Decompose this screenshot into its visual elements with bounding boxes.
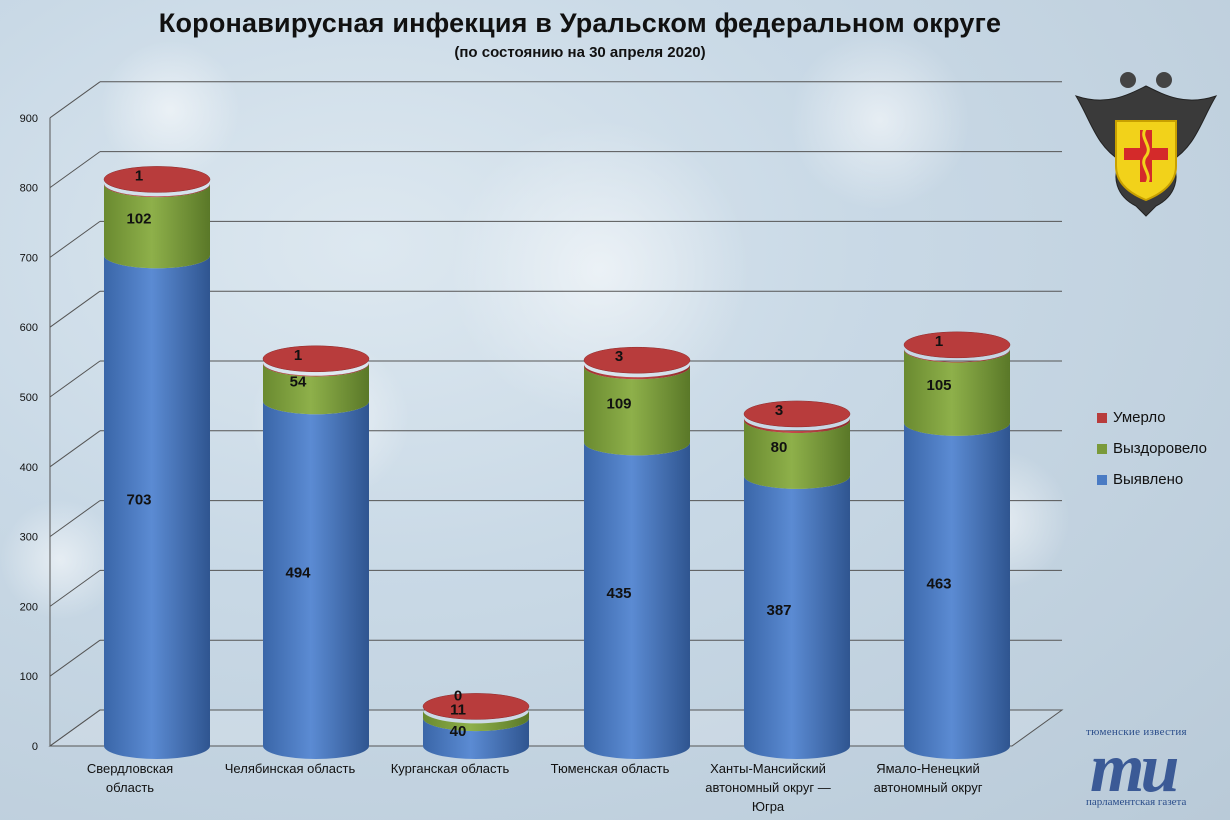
bar-segment-recovered bbox=[584, 366, 690, 456]
logo-bottom-text: парламентская газета bbox=[1086, 796, 1187, 808]
bar-top-cap bbox=[422, 693, 530, 720]
gridline-depth bbox=[49, 639, 101, 677]
x-tick-label-line: Ханты-Мансийский bbox=[710, 761, 826, 776]
bar-top-cap bbox=[262, 345, 370, 373]
x-tick-label: Тюменская область bbox=[535, 759, 685, 778]
gridline-depth bbox=[49, 290, 101, 328]
y-tick-label: 500 bbox=[20, 392, 38, 404]
x-tick-label-line: автономный округ bbox=[873, 780, 983, 795]
legend-label-died: Умерло bbox=[1113, 409, 1166, 426]
data-label-recovered: 102 bbox=[126, 211, 151, 228]
data-label-detected: 387 bbox=[766, 602, 791, 619]
bars bbox=[103, 166, 1011, 759]
bar-segment-recovered bbox=[423, 710, 529, 732]
chart-subtitle: (по состоянию на 30 апреля 2020) bbox=[454, 44, 706, 61]
x-tick-label: Ханты-Мансийский автономный округ — Югра bbox=[693, 759, 843, 816]
gridline-depth bbox=[49, 360, 101, 398]
legend-item-died: Умерло bbox=[1097, 402, 1207, 433]
x-tick-label-line: Курганская область bbox=[390, 761, 510, 776]
data-label-recovered: 11 bbox=[450, 701, 466, 718]
gridline-depth bbox=[49, 151, 101, 189]
x-tick-label: Курганская область bbox=[375, 759, 525, 778]
gridline-depth bbox=[49, 81, 101, 119]
x-tick-label: Ямало-Ненецкий автономный округ bbox=[853, 759, 1003, 797]
rospotrebnadzor-emblem-icon bbox=[1074, 72, 1218, 217]
y-tick-label: 0 bbox=[32, 741, 38, 753]
legend-label-detected: Выявлено bbox=[1113, 471, 1184, 488]
y-tick-label: 700 bbox=[20, 252, 38, 264]
gridline-depth bbox=[49, 430, 101, 468]
logo-mark: ти bbox=[1090, 730, 1179, 807]
bar-segment-recovered bbox=[744, 420, 850, 489]
bar-top-cap bbox=[743, 400, 851, 428]
x-tick-label-line: Челябинская область bbox=[224, 761, 356, 776]
data-label-recovered: 105 bbox=[926, 377, 951, 394]
bar-top-cap bbox=[103, 166, 211, 193]
data-label-detected: 703 bbox=[126, 492, 151, 509]
legend-swatch-detected bbox=[1097, 474, 1107, 485]
y-tick-label: 200 bbox=[20, 601, 38, 613]
bar-top-cap bbox=[903, 331, 1011, 359]
legend-swatch-recovered bbox=[1097, 443, 1107, 454]
data-label-detected: 463 bbox=[926, 575, 951, 592]
data-labels: 703 102 1 494 54 1 40 110 435 109 3 387 80 3 463 105 1 bbox=[126, 167, 951, 740]
x-tick-label: Свердловская область bbox=[55, 759, 205, 797]
gridline-depth bbox=[49, 220, 101, 258]
data-label-died: 1 bbox=[135, 167, 143, 184]
chart-title: Коронавирусная инфекция в Уральском феде… bbox=[158, 8, 1002, 38]
data-label-detected: 435 bbox=[606, 585, 631, 602]
logo-top-text: тюменские известия bbox=[1086, 726, 1187, 738]
y-tick-label: 800 bbox=[20, 183, 38, 195]
y-tick-label: 900 bbox=[20, 113, 38, 125]
gridline-depth bbox=[49, 569, 101, 607]
x-tick-label-line: Тюменская область bbox=[550, 761, 670, 776]
gridline-depth bbox=[49, 500, 101, 538]
x-tick-label-line: Ямало-Ненецкий bbox=[876, 761, 980, 776]
data-label-detected: 40 bbox=[450, 723, 467, 740]
bar-segment-detected bbox=[263, 401, 369, 759]
bar-segment-recovered bbox=[263, 363, 369, 415]
x-tick-label-line: Свердловская bbox=[86, 761, 174, 776]
y-tick-label: 600 bbox=[20, 322, 38, 334]
bar-segment-died bbox=[584, 364, 690, 380]
legend: Умерло Выздоровело Выявлено bbox=[1097, 402, 1207, 495]
x-tick-label-line: Югра bbox=[751, 799, 785, 814]
data-label-recovered: 109 bbox=[606, 395, 631, 412]
data-label-died: 3 bbox=[775, 402, 783, 419]
bar-segment-detected bbox=[744, 475, 850, 759]
y-tick-label: 400 bbox=[20, 462, 38, 474]
bar-segment-detected bbox=[104, 255, 210, 759]
bar-segment-died bbox=[744, 417, 850, 434]
newspaper-logo: тюменские известия ти парламентская газе… bbox=[1086, 726, 1220, 816]
y-tick-label: 300 bbox=[20, 532, 38, 544]
data-label-died: 0 bbox=[454, 687, 462, 704]
legend-item-recovered: Выздоровело bbox=[1097, 433, 1207, 464]
legend-item-detected: Выявлено bbox=[1097, 464, 1207, 495]
data-label-died: 1 bbox=[935, 333, 943, 350]
data-label-recovered: 54 bbox=[290, 373, 307, 390]
bar-segment-detected bbox=[584, 442, 690, 759]
bar-segment-detected bbox=[904, 422, 1010, 759]
legend-swatch-died bbox=[1097, 412, 1107, 423]
legend-label-recovered: Выздоровело bbox=[1113, 440, 1208, 457]
data-label-recovered: 80 bbox=[771, 439, 788, 456]
x-tick-label-line: автономный округ — bbox=[705, 780, 831, 795]
gridline-depth bbox=[49, 709, 101, 747]
data-label-died: 3 bbox=[615, 348, 623, 365]
y-tick-label: 100 bbox=[20, 671, 38, 683]
x-tick-label-line: область bbox=[105, 780, 155, 795]
bar-segment-detected bbox=[423, 718, 529, 759]
bar-segment-recovered bbox=[104, 184, 210, 269]
bar-top-cap bbox=[583, 346, 691, 374]
data-label-detected: 494 bbox=[285, 565, 311, 582]
x-tick-label: Челябинская область bbox=[215, 759, 365, 778]
bar-segment-recovered bbox=[904, 349, 1010, 436]
data-label-died: 1 bbox=[294, 347, 302, 364]
